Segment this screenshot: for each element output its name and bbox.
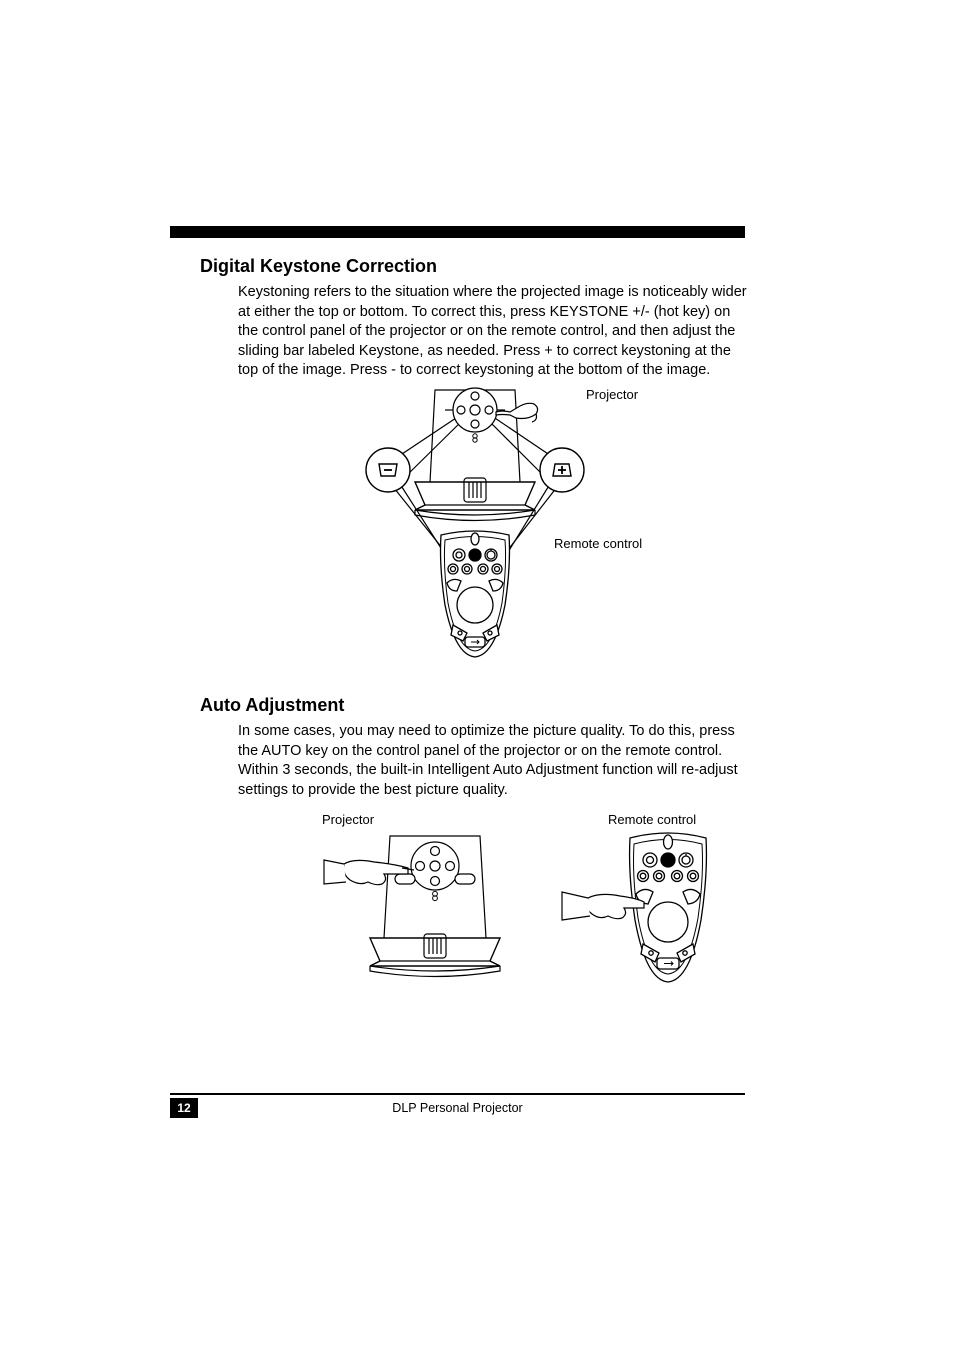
page: Digital Keystone Correction Keystoning r… [0, 0, 954, 1351]
diagram-auto-projector [314, 830, 514, 1000]
body-auto-adjustment: In some cases, you may need to optimize … [238, 722, 748, 800]
keystone-plus-bubble [540, 448, 584, 492]
diagram-keystone [360, 370, 600, 665]
label-projector-2: Projector [322, 812, 374, 827]
diagram-auto-remote [540, 828, 740, 1003]
body-keystone: Keystoning refers to the situation where… [238, 283, 748, 381]
heading-auto-adjustment: Auto Adjustment [200, 695, 344, 716]
section-divider-bar [170, 226, 745, 238]
footer-rule [170, 1093, 745, 1095]
footer-title: DLP Personal Projector [170, 1101, 745, 1115]
keystone-minus-bubble [366, 448, 410, 492]
label-remote-2: Remote control [608, 812, 696, 827]
heading-keystone: Digital Keystone Correction [200, 256, 437, 277]
